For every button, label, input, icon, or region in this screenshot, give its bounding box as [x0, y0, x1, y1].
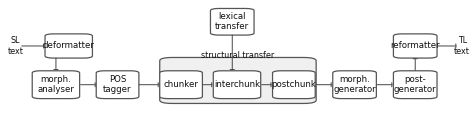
FancyBboxPatch shape: [213, 71, 261, 99]
Text: SL
text: SL text: [8, 36, 24, 56]
FancyBboxPatch shape: [96, 71, 139, 99]
Text: interchunk: interchunk: [214, 80, 260, 89]
Text: POS
tagger: POS tagger: [103, 75, 132, 94]
Text: postchunk: postchunk: [272, 80, 316, 89]
Text: chunker: chunker: [164, 80, 199, 89]
Text: morph.
analyser: morph. analyser: [37, 75, 74, 94]
Text: lexical
transfer: lexical transfer: [215, 12, 249, 31]
Text: deformatter: deformatter: [43, 42, 95, 50]
FancyBboxPatch shape: [160, 71, 202, 99]
FancyBboxPatch shape: [393, 71, 437, 99]
FancyBboxPatch shape: [210, 8, 254, 35]
FancyBboxPatch shape: [45, 34, 92, 58]
Text: TL
text: TL text: [454, 36, 470, 56]
FancyBboxPatch shape: [273, 71, 315, 99]
FancyBboxPatch shape: [32, 71, 80, 99]
Text: reformatter: reformatter: [391, 42, 440, 50]
FancyBboxPatch shape: [333, 71, 376, 99]
Text: structural transfer: structural transfer: [201, 51, 274, 60]
Text: post-
generator: post- generator: [394, 75, 437, 94]
FancyBboxPatch shape: [393, 34, 437, 58]
FancyBboxPatch shape: [160, 57, 316, 103]
Text: morph.
generator: morph. generator: [333, 75, 376, 94]
